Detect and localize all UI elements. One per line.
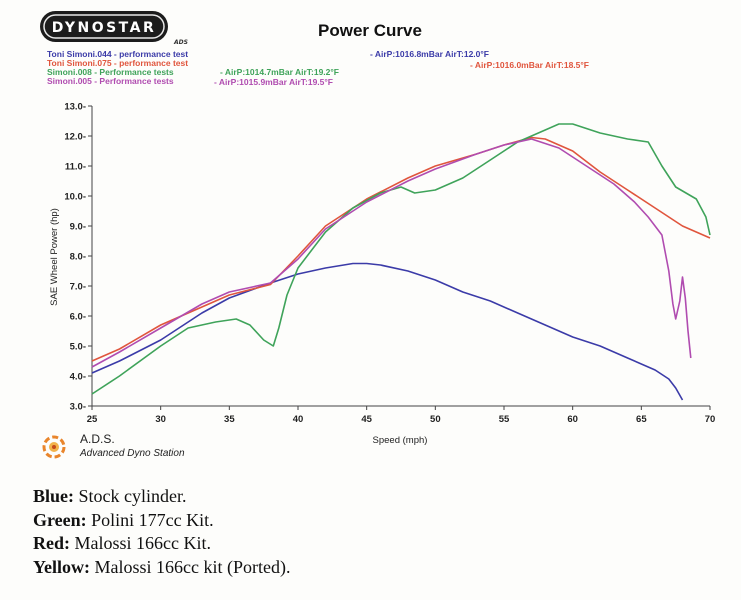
series-layer bbox=[91, 123, 711, 401]
logo-subtext: ADS bbox=[173, 39, 188, 46]
x-tick-label: 55 bbox=[499, 414, 510, 425]
caption-text: Malossi 166cc kit (Ported). bbox=[90, 556, 291, 577]
y-ticks: 3.0- 4.0- 5.0- 6.0- 7.0- 8.0- 9.0- 10.0- 11.0- 12… bbox=[64, 102, 92, 413]
ads-title: A.D.S. bbox=[80, 432, 115, 446]
ads-logo-icon bbox=[42, 435, 66, 459]
y-tick-label: 11.0- bbox=[65, 162, 86, 173]
legend-entry-air: - AirP:1014.7mBar AirT:19.2°F bbox=[220, 67, 339, 77]
series-line-4 bbox=[91, 138, 692, 368]
logo-text: DYNOSTAR bbox=[52, 20, 157, 36]
y-tick-label: 7.0- bbox=[70, 282, 86, 293]
legend-entry-air: - AirP:1016.0mBar AirT:18.5°F bbox=[470, 60, 589, 70]
caption-label: Red: bbox=[33, 533, 70, 553]
x-tick-label: 70 bbox=[705, 414, 716, 425]
y-tick-label: 5.0- bbox=[70, 342, 86, 353]
series-line-2 bbox=[91, 136, 711, 362]
dynostar-logo: DYNOSTAR ADS bbox=[40, 11, 188, 46]
caption-line: Blue: Stock cylinder. bbox=[33, 485, 290, 509]
caption-label: Blue: bbox=[33, 486, 75, 506]
x-axis-title: Speed (mph) bbox=[373, 435, 428, 446]
caption-block: Blue: Stock cylinder. Green: Polini 177c… bbox=[33, 485, 290, 579]
y-tick-label: 13.0- bbox=[64, 102, 86, 113]
caption-text: Stock cylinder. bbox=[74, 486, 187, 506]
caption-line: Green: Polini 177cc Kit. bbox=[33, 509, 290, 533]
legend-entry-name: Simoni.008 - Performance tests bbox=[47, 67, 174, 77]
legend-entry-name: Simoni.005 - Performance tests bbox=[47, 76, 174, 86]
x-tick-label: 60 bbox=[567, 414, 578, 425]
chart-title: Power Curve bbox=[318, 21, 422, 40]
chart-axes bbox=[91, 106, 710, 407]
x-tick-label: 35 bbox=[224, 414, 235, 425]
legend-entry-name: Toni Simoni.075 - performance test bbox=[47, 58, 189, 68]
x-tick-label: 30 bbox=[155, 414, 166, 425]
caption-label: Yellow: bbox=[33, 556, 90, 577]
caption-text: Polini 177cc Kit. bbox=[86, 509, 214, 530]
series-line-1 bbox=[91, 262, 684, 401]
caption-label: Green: bbox=[33, 509, 87, 530]
series-line-3 bbox=[91, 123, 711, 395]
legend-entry-air: - AirP:1015.9mBar AirT:19.5°F bbox=[214, 77, 333, 87]
x-ticks: 25 30 35 40 45 50 55 60 65 70 bbox=[87, 406, 716, 425]
y-tick-label: 3.0- bbox=[70, 402, 86, 413]
y-tick-label: 8.0- bbox=[70, 252, 86, 263]
x-tick-label: 40 bbox=[293, 414, 304, 425]
y-tick-label: 10.0- bbox=[64, 192, 86, 203]
y-tick-label: 12.0- bbox=[64, 132, 86, 143]
x-tick-label: 65 bbox=[636, 414, 647, 425]
legend-entry-air: - AirP:1016.8mBar AirT:12.0°F bbox=[370, 49, 489, 59]
y-tick-label: 9.0- bbox=[70, 222, 86, 233]
y-tick-label: 6.0- bbox=[70, 312, 86, 323]
x-tick-label: 50 bbox=[430, 414, 441, 425]
y-axis-title: SAE Wheel Power (hp) bbox=[49, 208, 60, 306]
caption-line: Red: Malossi 166cc Kit. bbox=[33, 532, 290, 556]
x-tick-label: 45 bbox=[361, 414, 372, 425]
x-tick-label: 25 bbox=[87, 414, 98, 425]
caption-text: Malossi 166cc Kit. bbox=[70, 533, 212, 553]
legend-entry-name: Toni Simoni.044 - performance test bbox=[47, 49, 189, 59]
caption-line: Yellow: Malossi 166cc kit (Ported). bbox=[33, 556, 290, 580]
y-tick-label: 4.0- bbox=[70, 372, 86, 383]
ads-subtitle: Advanced Dyno Station bbox=[80, 448, 185, 459]
